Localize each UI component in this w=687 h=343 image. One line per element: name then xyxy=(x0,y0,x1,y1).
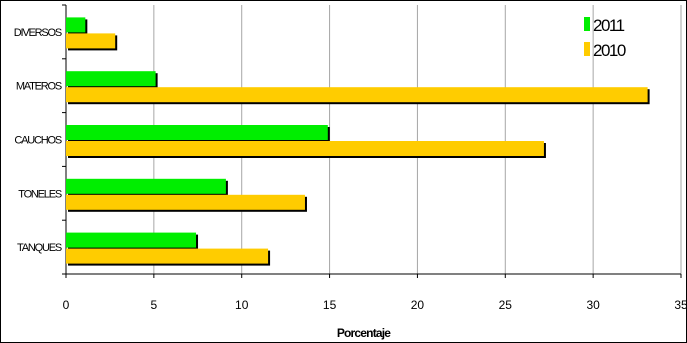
bar-2011-materos xyxy=(66,71,156,87)
category-label: DIVERSOS xyxy=(14,27,62,39)
legend: 2011 2010 xyxy=(584,16,627,60)
bar-2010-diversos xyxy=(66,33,116,49)
bar-2010-materos xyxy=(66,87,648,103)
x-tick-label: 0 xyxy=(63,298,70,312)
x-axis-title: Porcentaje xyxy=(337,326,391,340)
legend-label: 2010 xyxy=(593,41,626,60)
x-tick-labels: 0 5 10 15 20 25 30 35 xyxy=(63,274,686,312)
bar-2010-toneles xyxy=(66,194,305,210)
bar-2010-cauchos xyxy=(66,141,544,156)
legend-label: 2011 xyxy=(593,16,625,35)
bar-2011-diversos xyxy=(66,17,86,33)
bar-2011-cauchos xyxy=(66,125,328,140)
x-tick-label: 15 xyxy=(323,298,337,312)
x-tick-label: 25 xyxy=(499,298,513,312)
category-label: TANQUES xyxy=(17,242,62,254)
category-label: CAUCHOS xyxy=(14,135,61,147)
bar-2011-tanques xyxy=(66,232,197,248)
bars xyxy=(66,17,650,266)
bar-2011-toneles xyxy=(66,178,226,194)
x-tick-label: 20 xyxy=(411,298,425,312)
category-label: MATEROS xyxy=(16,81,62,93)
legend-swatch xyxy=(584,17,590,31)
category-labels: DIVERSOS MATEROS CAUCHOS TONELES TANQUES xyxy=(14,4,66,275)
x-tick-label: 5 xyxy=(151,298,158,312)
legend-swatch xyxy=(584,42,590,56)
x-tick-label: 35 xyxy=(674,298,686,312)
bar-2010-tanques xyxy=(66,248,269,264)
x-tick-label: 30 xyxy=(586,298,600,312)
category-label: TONELES xyxy=(18,188,62,200)
x-tick-label: 10 xyxy=(235,298,249,312)
